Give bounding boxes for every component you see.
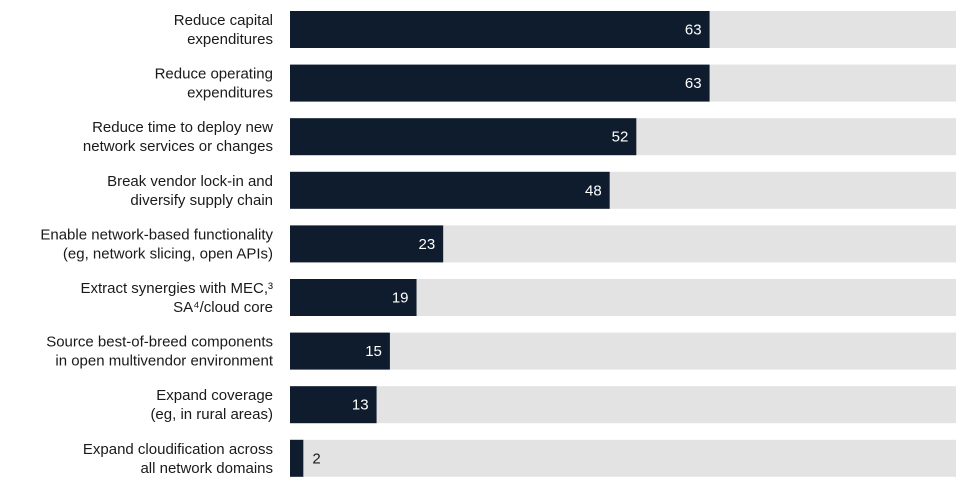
bar-track — [290, 332, 956, 370]
data-label: 19 — [392, 290, 409, 307]
bar — [290, 118, 637, 156]
data-label: 63 — [685, 22, 702, 39]
category-label: Source best-of-breed components — [46, 334, 273, 351]
data-label: 23 — [418, 236, 435, 253]
category-label: expenditures — [187, 31, 273, 48]
category-label: SA⁴/cloud core — [173, 299, 273, 316]
data-label: 2 — [312, 450, 320, 467]
bar — [290, 332, 390, 370]
bar — [290, 64, 710, 102]
bar — [290, 386, 377, 424]
category-label: Expand cloudification across — [83, 441, 273, 458]
bar — [290, 11, 710, 48]
bar — [290, 171, 610, 209]
category-label: Enable network-based functionality — [40, 226, 273, 243]
data-label: 52 — [612, 129, 629, 146]
category-label: expenditures — [187, 85, 273, 102]
bar-track — [290, 439, 956, 477]
category-label: diversify supply chain — [130, 192, 273, 209]
category-label: in open multivendor environment — [55, 353, 273, 370]
bar — [290, 279, 417, 316]
bar — [290, 439, 304, 477]
bar-track — [290, 386, 956, 424]
data-label: 48 — [585, 182, 602, 199]
category-label: (eg, in rural areas) — [150, 406, 273, 423]
category-label: Reduce time to deploy new — [92, 119, 273, 136]
category-label: all network domains — [140, 460, 273, 477]
data-label: 63 — [685, 75, 702, 92]
data-label: 15 — [365, 343, 382, 360]
category-label: Break vendor lock-in and — [107, 173, 273, 190]
category-label: Reduce capital — [174, 12, 273, 29]
category-label: Expand coverage — [156, 387, 273, 404]
category-label: Extract synergies with MEC,³ — [80, 280, 273, 297]
category-label: network services or changes — [83, 138, 273, 155]
bar — [290, 225, 444, 263]
category-label: (eg, network slicing, open APIs) — [63, 245, 273, 262]
data-label: 13 — [352, 397, 369, 414]
category-label: Reduce operating — [155, 66, 273, 83]
